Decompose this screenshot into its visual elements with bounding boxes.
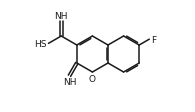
Text: F: F <box>151 35 156 44</box>
Text: O: O <box>89 75 96 84</box>
Text: HS: HS <box>35 40 47 48</box>
Text: NH: NH <box>63 78 76 86</box>
Text: NH: NH <box>54 12 68 21</box>
